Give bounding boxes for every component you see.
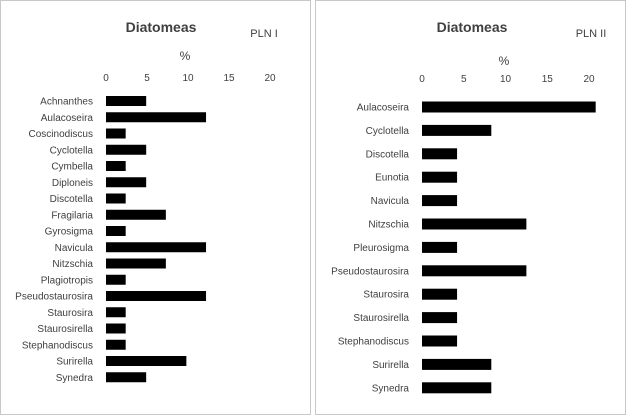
bar: [106, 112, 207, 123]
bar-chart-pln-i: Diatomeas PLN I % 0 5 10 15 20 Achnanthes Aul…: [15, 19, 278, 384]
bars: [106, 96, 207, 383]
category-label: Aulacoseira: [41, 113, 94, 124]
unit-label: %: [499, 54, 510, 68]
bar: [422, 148, 458, 160]
category-label: Achnanthes: [40, 97, 93, 108]
x-tick-label: 15: [542, 74, 554, 85]
bar: [422, 241, 458, 253]
category-label: Staurosira: [363, 290, 409, 301]
unit-label: %: [180, 49, 191, 63]
bars: [422, 101, 596, 394]
bar: [422, 101, 596, 113]
bar: [106, 274, 126, 285]
bar: [106, 307, 126, 318]
category-label: Navicula: [55, 243, 94, 254]
category-labels: Aulacoseira Cyclotella Discotella Eunotia Na…: [331, 103, 409, 395]
bar: [106, 258, 166, 269]
bar: [422, 124, 492, 136]
category-label: Synedra: [372, 383, 410, 394]
bar: [106, 96, 147, 106]
bar: [422, 218, 527, 230]
x-tick-label: 10: [182, 73, 194, 84]
chart-title: Diatomeas: [437, 19, 508, 35]
category-label: Discotella: [366, 149, 410, 160]
chart-panel-pln-ii: Diatomeas PLN II % 0 5 10 15 20 Aulacoseira C…: [315, 0, 626, 415]
category-label: Surirella: [56, 357, 93, 368]
bar: [422, 171, 458, 183]
category-label: Pleurosigma: [353, 243, 409, 254]
bar: [106, 323, 126, 334]
bar: [106, 177, 147, 188]
category-label: Staurosirella: [353, 313, 409, 324]
category-label: Aulacoseira: [357, 103, 410, 114]
bar: [422, 335, 458, 347]
category-label: Discotella: [50, 194, 94, 205]
category-label: Surirella: [372, 360, 409, 371]
category-label: Nitzschia: [52, 259, 93, 270]
bar: [106, 339, 126, 350]
category-label: Gyrosigma: [45, 227, 94, 238]
bar: [106, 144, 147, 155]
bar: [422, 265, 527, 277]
x-tick-label: 10: [500, 74, 512, 85]
category-label: Eunotia: [375, 173, 409, 184]
category-label: Cyclotella: [50, 145, 94, 156]
bar: [422, 382, 492, 394]
category-label: Staurosirella: [37, 324, 93, 335]
category-label: Nitzschia: [368, 220, 409, 231]
chart-title: Diatomeas: [126, 19, 197, 35]
bar: [422, 288, 458, 300]
x-tick-label: 5: [144, 73, 150, 84]
x-tick-label: 15: [223, 73, 235, 84]
bar: [106, 209, 166, 220]
bar-chart-pln-ii: Diatomeas PLN II % 0 5 10 15 20 Aulacoseira C…: [331, 19, 607, 395]
x-tick-label: 20: [264, 73, 276, 84]
category-label: Pseudostaurosira: [15, 292, 93, 303]
x-tick-label: 0: [103, 73, 109, 84]
category-label: Navicula: [371, 196, 410, 207]
category-label: Cymbella: [51, 162, 93, 173]
bar: [106, 193, 126, 204]
x-axis-ticks: 0 5 10 15 20: [103, 73, 276, 84]
x-tick-label: 5: [461, 74, 467, 85]
category-label: Stephanodiscus: [22, 340, 93, 351]
category-labels: Achnanthes Aulacoseira Coscinodiscus Cyclot…: [15, 97, 93, 384]
bar: [106, 356, 187, 366]
bar: [106, 226, 126, 236]
category-label: Pseudostaurosira: [331, 266, 409, 277]
chart-panel-pln-i: Diatomeas PLN I % 0 5 10 15 20 Achnanthes Aul…: [0, 0, 311, 415]
bar: [106, 242, 207, 253]
category-label: Stephanodiscus: [338, 337, 409, 348]
x-axis-ticks: 0 5 10 15 20: [419, 74, 595, 85]
category-label: Staurosira: [47, 308, 93, 319]
category-label: Cyclotella: [366, 126, 410, 137]
x-tick-label: 20: [583, 74, 595, 85]
bar: [106, 161, 126, 171]
category-label: Synedra: [56, 373, 94, 384]
bar: [422, 358, 492, 370]
category-label: Plagiotropis: [41, 275, 93, 286]
bar: [422, 195, 458, 207]
bar: [422, 312, 458, 324]
bar: [106, 372, 147, 383]
panel-label: PLN I: [250, 28, 278, 40]
panel-label: PLN II: [576, 28, 607, 40]
bar: [106, 128, 126, 139]
category-label: Fragilaria: [51, 210, 93, 221]
category-label: Coscinodiscus: [29, 129, 93, 140]
x-tick-label: 0: [419, 74, 425, 85]
category-label: Diploneis: [52, 178, 93, 189]
bar: [106, 291, 207, 301]
